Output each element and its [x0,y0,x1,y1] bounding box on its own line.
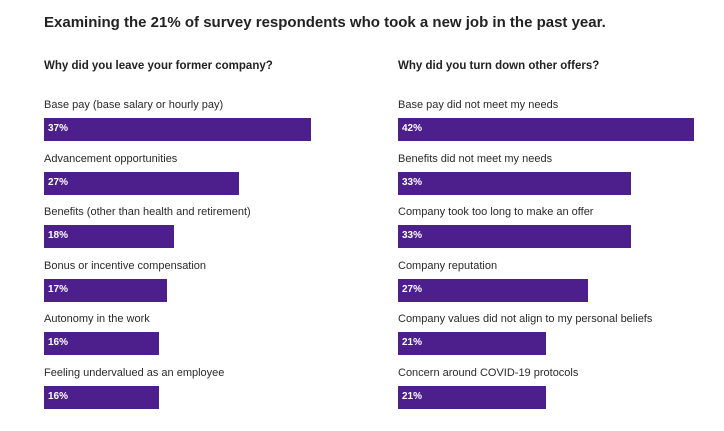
value-label: 27% [402,283,423,295]
value-label: 21% [402,337,423,349]
category-label: Bonus or incentive compensation [44,259,207,272]
bar: 21% [398,386,546,409]
bar: 21% [398,332,546,356]
bar: 17% [44,278,167,302]
category-label: Base pay did not meet my needs [398,99,559,111]
value-label: 17% [48,283,69,295]
value-label: 42% [402,123,423,134]
category-label: Company values did not align to my perso… [398,313,653,326]
category-label: Concern around COVID-19 protocols [398,367,579,379]
bar: 18% [44,225,174,249]
page-title: Examining the 21% of survey respondents … [44,14,606,31]
bar: 27% [398,278,588,302]
category-label: Advancement opportunities [44,152,178,165]
right-bar-chart: Base pay did not meet my needs 42% Benefit… [398,0,724,431]
category-label: Feeling undervalued as an employee [44,367,225,379]
category-label: Benefits did not meet my needs [398,152,553,165]
value-label: 21% [402,391,423,402]
value-label: 16% [48,337,69,349]
bar: 33% [398,225,631,249]
value-label: 33% [402,230,423,242]
value-label: 16% [48,391,69,402]
left-bar-chart: Base pay (base salary or hourly pay) 37% A… [44,0,364,431]
bar: 27% [44,171,239,195]
category-label: Company took too long to make an offer [398,206,594,219]
bar: 33% [398,171,631,195]
category-label: Company reputation [398,259,498,272]
left-chart-title: Why did you leave your former company? [44,60,273,72]
category-label: Autonomy in the work [44,313,150,326]
bar: 37% [44,118,311,141]
value-label: 33% [402,176,423,188]
value-label: 37% [48,123,69,134]
category-label: Base pay (base salary or hourly pay) [44,99,224,111]
bar: 16% [44,386,159,409]
bar: 42% [398,118,694,141]
value-label: 18% [48,230,69,242]
right-chart-title: Why did you turn down other offers? [398,60,600,72]
category-label: Benefits (other than health and retireme… [44,206,251,219]
value-label: 27% [48,176,69,188]
bar: 16% [44,332,159,356]
